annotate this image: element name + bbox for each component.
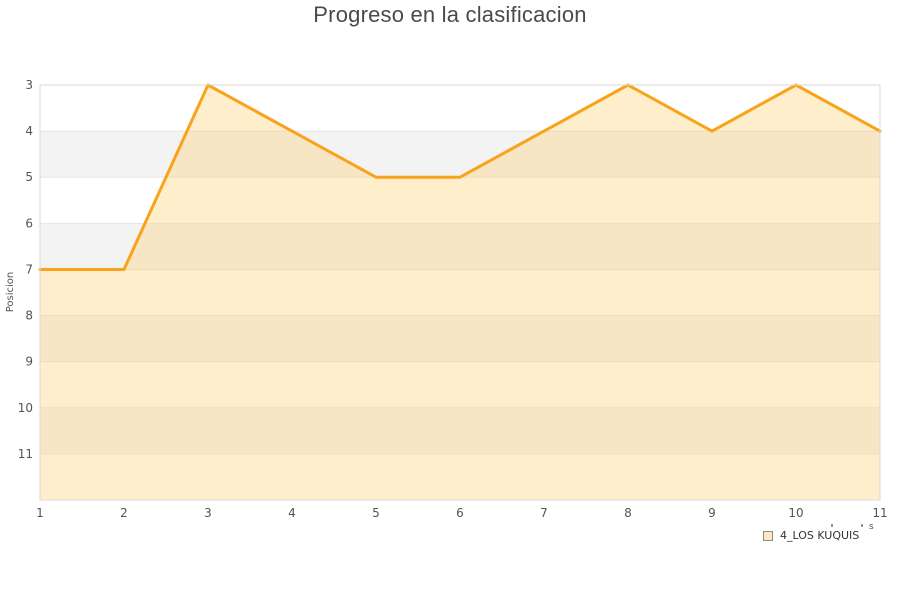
- stray-mark: [861, 524, 863, 527]
- y-tick-label: 7: [25, 262, 33, 276]
- plot-stripe: [40, 131, 880, 178]
- x-tick-label: 9: [708, 506, 716, 520]
- plot-stripe: [40, 177, 880, 224]
- y-axis-tick-labels: 3 4 5 6 7 8 9 10 11: [18, 78, 33, 461]
- x-tick-label: 5: [372, 506, 380, 520]
- legend-series-label: 4_LOS KUQUIS: [780, 529, 860, 542]
- stray-mark: [831, 524, 833, 527]
- series-layer: [38, 83, 882, 500]
- plot-stripe: [40, 407, 880, 454]
- y-tick-label: 4: [25, 124, 33, 138]
- y-tick-label: 6: [25, 216, 33, 230]
- y-tick-label: 11: [18, 447, 33, 461]
- plot-stripe: [40, 223, 880, 270]
- plot-stripe: [40, 269, 880, 316]
- y-tick-label: 5: [25, 170, 33, 184]
- plot-stripe: [40, 315, 880, 362]
- x-tick-label: 7: [540, 506, 548, 520]
- y-tick-label: 10: [18, 401, 33, 415]
- x-tick-label: 10: [788, 506, 803, 520]
- series-area: [40, 85, 880, 500]
- legend-item[interactable]: 4_LOS KUQUIS: [763, 529, 859, 542]
- x-tick-label: 2: [120, 506, 128, 520]
- y-tick-label: 3: [25, 78, 33, 92]
- x-axis-tick-labels: 1 2 3 4 5 6 7 8 9 10 11: [36, 506, 887, 520]
- series-marker-icon: [763, 530, 773, 541]
- plot-stripe: [40, 453, 880, 500]
- plot-stripe: [40, 85, 880, 132]
- x-tick-label: 6: [456, 506, 464, 520]
- plot-stripes: [40, 85, 880, 500]
- x-tick-label: 3: [204, 506, 212, 520]
- y-tick-label: 9: [25, 355, 33, 369]
- y-axis-title: Posicion: [5, 272, 16, 313]
- plot-border: [39, 84, 881, 501]
- y-tick-label: 8: [25, 309, 33, 323]
- x-tick-label: 1: [36, 506, 44, 520]
- x-tick-label: 11: [872, 506, 887, 520]
- x-tick-label: 8: [624, 506, 632, 520]
- series-line: [38, 83, 882, 271]
- chart-title: Progreso en la clasificacion: [313, 2, 587, 27]
- x-tick-label: 4: [288, 506, 296, 520]
- plot-stripe: [40, 361, 880, 408]
- plot-frame: [39, 84, 881, 501]
- clipped-axis-label: s: [869, 522, 874, 532]
